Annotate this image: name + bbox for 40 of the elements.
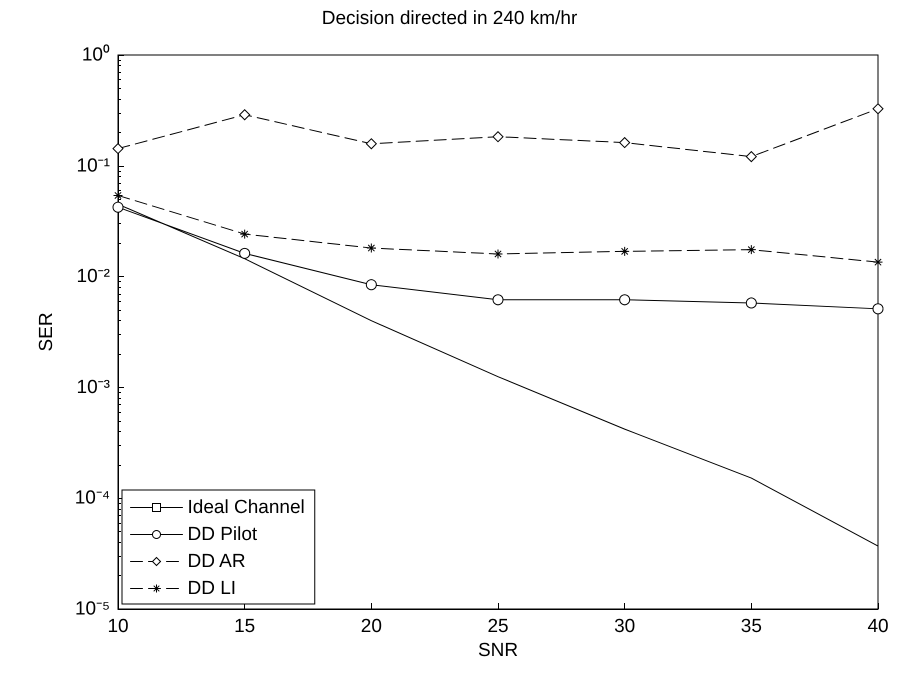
point [746, 297, 757, 308]
y-tick-label: 10⁻⁴ [74, 488, 110, 509]
x-tick-label: 35 [740, 616, 762, 637]
point [619, 294, 630, 306]
y-tick-label: 10⁰ [82, 44, 110, 66]
x-tick-label: 20 [360, 616, 382, 637]
point [239, 109, 250, 120]
y-tick-label: 10⁻³ [76, 376, 110, 398]
x-tick-label: 25 [487, 616, 509, 637]
point [873, 257, 883, 268]
y-tick-label: 10⁻⁵ [74, 598, 110, 620]
x-tick-label: 30 [614, 616, 636, 637]
point [240, 229, 250, 240]
legend-label: DD AR [188, 551, 246, 572]
y-tick-label: 10⁻¹ [76, 155, 110, 176]
legend-label: DD LI [188, 578, 236, 599]
point [746, 151, 757, 162]
point [366, 138, 377, 150]
point [492, 131, 504, 142]
point [112, 202, 124, 213]
point [492, 294, 504, 306]
point [112, 143, 124, 154]
legend-label: Ideal Channel [188, 497, 305, 518]
x-tick-label: 10 [107, 616, 129, 637]
point [366, 279, 377, 290]
point [619, 137, 630, 148]
x-axis-title: SNR [478, 640, 518, 661]
point [239, 248, 250, 259]
point [366, 243, 376, 254]
chart-title: Decision directed in 240 km/hr [322, 8, 578, 29]
y-axis-title: SER [36, 312, 57, 352]
point [746, 244, 756, 255]
point [872, 303, 884, 314]
x-tick-label: 40 [867, 616, 889, 637]
legend-label: DD Pilot [188, 524, 258, 545]
x-tick-label: 15 [234, 616, 256, 637]
point [493, 248, 503, 259]
point [620, 246, 630, 256]
point [872, 103, 884, 114]
y-tick-label: 10⁻² [76, 266, 110, 288]
